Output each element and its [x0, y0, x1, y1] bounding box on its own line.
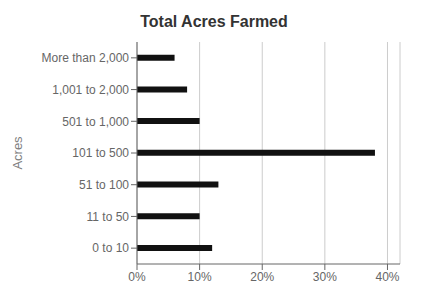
- svg-text:30%: 30%: [313, 270, 337, 284]
- svg-text:51 to 100: 51 to 100: [79, 178, 129, 192]
- svg-text:11 to 50: 11 to 50: [87, 210, 130, 224]
- html-text:Total Acres Farmed: Total Acres Farmed: [140, 13, 288, 30]
- svg-text:501 to 1,000: 501 to 1,000: [62, 115, 129, 129]
- svg-text:10%: 10%: [188, 270, 212, 284]
- svg-text:20%: 20%: [250, 270, 274, 284]
- svg-text:0 to 10: 0 to 10: [92, 241, 129, 255]
- svg-text:0%: 0%: [128, 270, 146, 284]
- svg-text:Acres: Acres: [10, 136, 25, 170]
- svg-text:1,001 to 2,000: 1,001 to 2,000: [52, 83, 129, 97]
- svg-text:More than 2,000: More than 2,000: [42, 51, 130, 65]
- svg-text:40%: 40%: [375, 270, 399, 284]
- svg-text:101 to 500: 101 to 500: [72, 146, 129, 160]
